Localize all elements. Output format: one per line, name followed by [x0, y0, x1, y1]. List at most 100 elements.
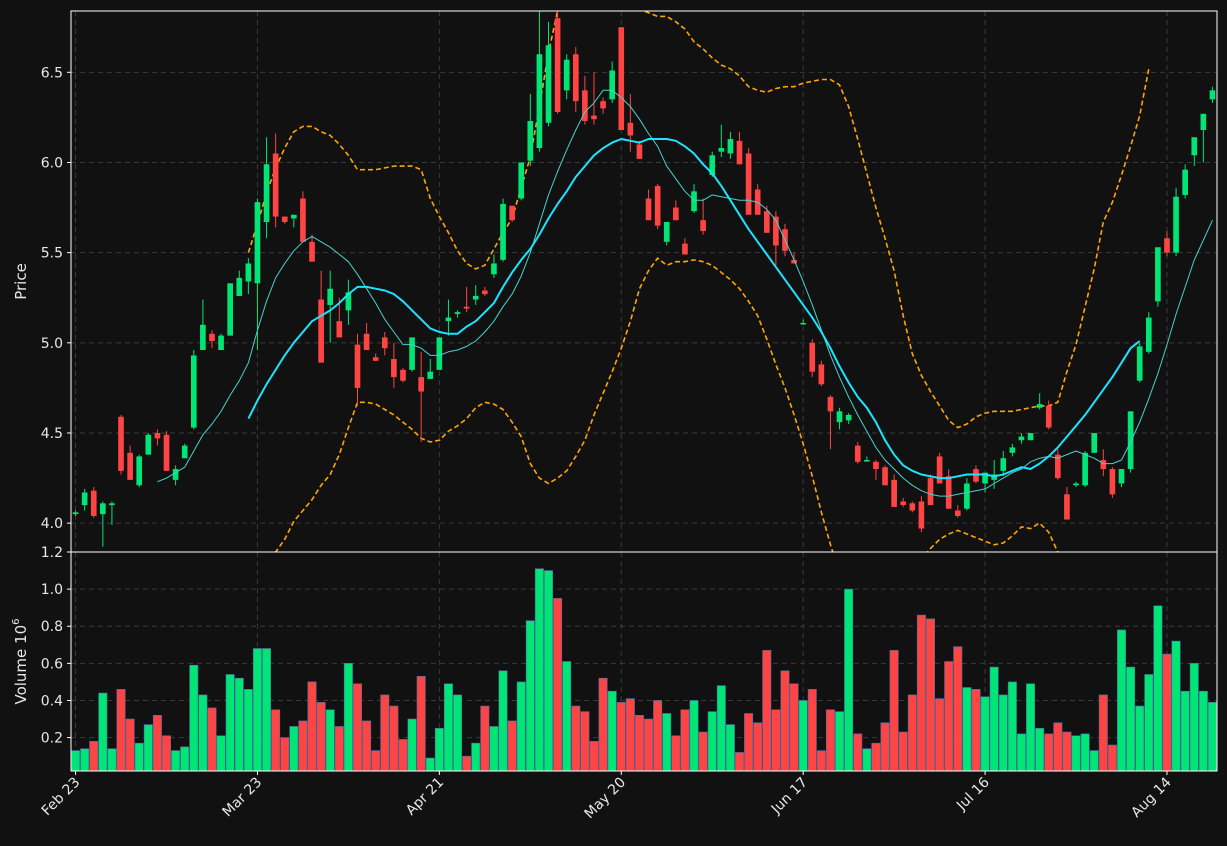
- candle-body: [281, 216, 288, 222]
- candle-body: [127, 452, 133, 480]
- candle-body: [163, 434, 170, 471]
- price-y-tick-label: 6.0: [41, 155, 63, 171]
- bollinger-lower-line: [274, 257, 1059, 552]
- volume-bar: [1007, 681, 1017, 771]
- candle-body: [600, 101, 606, 109]
- candle-body: [381, 337, 388, 349]
- candle-body: [1200, 113, 1207, 131]
- volume-bar: [544, 570, 553, 771]
- candle-body: [1082, 452, 1088, 486]
- candle-body: [136, 456, 143, 486]
- volume-bar: [916, 614, 926, 771]
- volume-bar: [1144, 674, 1154, 771]
- volume-bar: [716, 685, 726, 771]
- candle-body: [709, 155, 716, 176]
- volume-bar: [125, 718, 135, 771]
- volume-bar: [725, 724, 735, 771]
- candle-body: [1145, 317, 1152, 352]
- candle-body: [791, 259, 797, 264]
- candle-body: [318, 299, 324, 363]
- volume-bar: [789, 683, 799, 771]
- price-y-tick-label: 4.5: [41, 426, 63, 442]
- volume-bar: [825, 709, 835, 771]
- volume-bar: [262, 648, 272, 771]
- candle-body: [736, 140, 743, 165]
- volume-bar: [71, 750, 81, 771]
- volume-bar: [1080, 733, 1090, 771]
- candle-body: [900, 501, 907, 506]
- volume-panel: 0.2 0.4 0.6 0.8 1.0 1.2 Volume 106: [11, 545, 1218, 772]
- candle-body: [218, 335, 224, 351]
- volume-bar: [1180, 690, 1190, 771]
- volume-bar: [771, 709, 781, 771]
- volume-bar: [1171, 640, 1181, 771]
- volume-y-tick-label: 0.2: [41, 731, 63, 747]
- volume-bar: [316, 702, 326, 771]
- candle-body: [700, 220, 706, 232]
- volume-bar: [1126, 666, 1136, 771]
- volume-bar: [234, 677, 244, 771]
- candle-body: [1091, 432, 1098, 453]
- volume-bar: [1162, 653, 1172, 771]
- volume-bar: [416, 676, 426, 771]
- volume-bar: [116, 689, 126, 771]
- volume-bar: [898, 731, 908, 771]
- price-panel: 4.0 4.5 5.0 5.5 6.0 6.5 Price: [12, 10, 1218, 553]
- candle-body: [491, 263, 497, 275]
- candle-body: [372, 357, 379, 361]
- volume-bar: [862, 748, 872, 771]
- volume-bar: [816, 750, 826, 771]
- candle-body: [109, 503, 115, 506]
- volume-bar: [443, 683, 453, 771]
- candle-body: [800, 322, 806, 325]
- volume-bar: [1153, 605, 1163, 771]
- volume-bar: [1044, 733, 1054, 771]
- volume-bar: [489, 726, 499, 771]
- volume-bar: [698, 731, 708, 771]
- volume-bar: [753, 722, 763, 771]
- candle-body: [181, 445, 188, 459]
- candle-body: [627, 122, 634, 136]
- candle-body: [982, 472, 988, 484]
- candle-body: [1191, 137, 1198, 156]
- volume-y-tick-label: 0.8: [41, 619, 63, 635]
- candle-body: [172, 469, 179, 480]
- candle-body: [509, 205, 515, 221]
- candle-body: [1127, 411, 1134, 470]
- volume-bar: [1062, 731, 1072, 771]
- volume-bar: [1135, 705, 1145, 771]
- volume-bar: [152, 715, 162, 771]
- volume-bar: [1035, 728, 1045, 771]
- volume-bar: [280, 737, 290, 771]
- volume-bar: [171, 750, 181, 771]
- volume-bar: [616, 702, 626, 771]
- volume-bar: [1117, 629, 1126, 771]
- volume-bar: [962, 687, 972, 771]
- candle-body: [527, 121, 534, 161]
- volume-bar: [425, 757, 435, 771]
- candle-body: [1136, 346, 1143, 381]
- candle-body: [472, 295, 479, 300]
- volume-bar: [98, 692, 108, 771]
- candle-body: [445, 317, 452, 322]
- volume-y-axis-label-text: Volume 10: [12, 625, 30, 705]
- candle-body: [591, 115, 597, 120]
- volume-bar: [1016, 733, 1026, 771]
- candle-body: [563, 59, 570, 91]
- volume-bar: [1207, 702, 1217, 771]
- volume-bar: [844, 588, 854, 771]
- volume-bar: [707, 711, 717, 771]
- volume-bar: [598, 677, 608, 771]
- candle-body: [291, 214, 297, 219]
- candles-group: [72, 11, 1216, 547]
- volume-bar: [953, 646, 963, 771]
- volume-bar: [207, 707, 217, 771]
- volume-bar: [798, 700, 808, 771]
- volume-bar: [271, 709, 281, 771]
- candle-body: [1045, 405, 1052, 428]
- volume-bar: [407, 718, 417, 771]
- candle-body: [1000, 458, 1007, 471]
- candle-body: [954, 510, 961, 516]
- volume-bar: [1053, 722, 1063, 771]
